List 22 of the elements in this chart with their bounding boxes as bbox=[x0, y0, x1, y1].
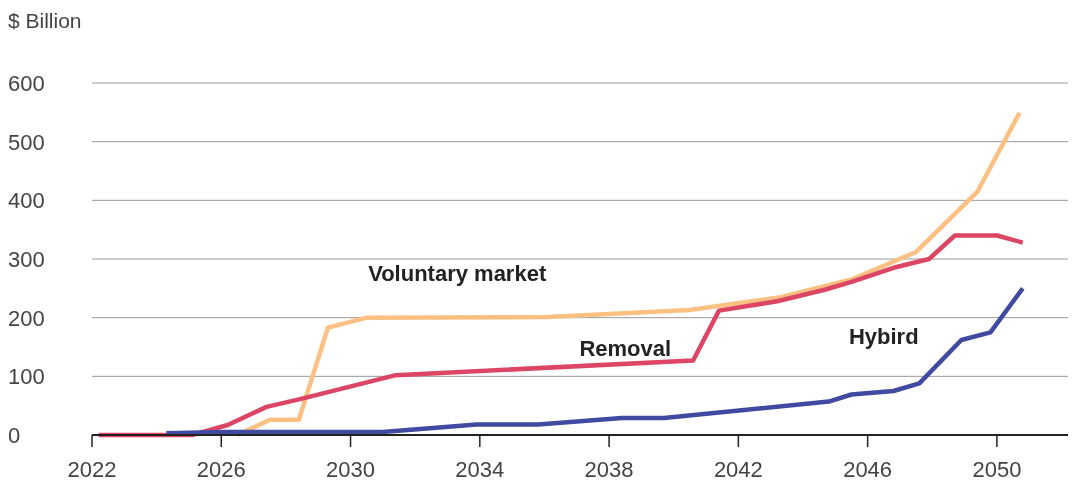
x-tick-label: 2046 bbox=[843, 457, 893, 482]
series-label: Voluntary market bbox=[368, 261, 547, 287]
y-tick-label: 300 bbox=[8, 247, 45, 272]
y-tick-label: 600 bbox=[8, 71, 45, 96]
line-series bbox=[96, 233, 1026, 438]
series-label: Removal bbox=[579, 335, 672, 361]
x-tick-label: 2038 bbox=[584, 457, 634, 482]
x-tick-label: 2026 bbox=[196, 457, 246, 482]
series-label: Hybird bbox=[848, 324, 919, 350]
x-tick-label: 2022 bbox=[67, 457, 117, 482]
x-tick-label: 2050 bbox=[972, 457, 1022, 482]
x-tick-label: 2042 bbox=[713, 457, 763, 482]
y-axis-title: $ Billion bbox=[8, 9, 82, 32]
y-tick-label: 200 bbox=[8, 305, 45, 331]
line-series bbox=[164, 286, 1026, 436]
y-tick-label: 100 bbox=[8, 364, 45, 390]
x-tick-label: 2030 bbox=[326, 457, 376, 482]
y-tick-label: 400 bbox=[8, 188, 45, 214]
x-tick-label: 2034 bbox=[455, 457, 505, 482]
y-tick-label: 0 bbox=[8, 423, 21, 448]
line-series bbox=[235, 110, 1022, 438]
y-tick-label: 500 bbox=[8, 129, 45, 155]
